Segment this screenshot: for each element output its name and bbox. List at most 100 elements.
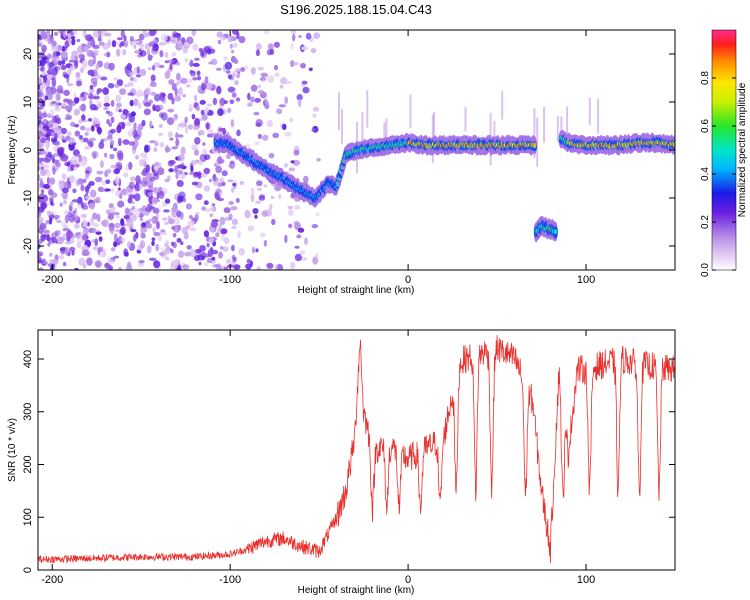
noise-speck (119, 88, 127, 95)
noise-speck (253, 111, 260, 116)
noise-speck (170, 39, 178, 44)
noise-speck (156, 192, 160, 200)
noise-speck (211, 203, 216, 207)
noise-speck (153, 232, 161, 237)
noise-speck (84, 132, 89, 136)
noise-speck (105, 110, 110, 114)
noise-speck (150, 74, 156, 82)
noise-speck (261, 210, 269, 217)
noise-speck (105, 179, 111, 184)
noise-speck (213, 180, 219, 187)
noise-speck (168, 168, 174, 173)
noise-speck (149, 30, 156, 37)
noise-speck (139, 159, 145, 167)
noise-speck (166, 246, 170, 255)
noise-speck (93, 198, 99, 204)
noise-speck (38, 90, 44, 98)
noise-speck (310, 48, 317, 54)
noise-speck (85, 170, 90, 174)
noise-speck (184, 57, 189, 63)
noise-speck (82, 220, 88, 228)
noise-speck (103, 107, 109, 111)
noise-speck (258, 195, 266, 201)
noise-speck (132, 129, 138, 139)
noise-speck (269, 203, 273, 211)
noise-speck (62, 31, 67, 39)
noise-speck (229, 43, 233, 49)
noise-speck (152, 207, 160, 214)
noise-speck (71, 38, 76, 46)
noise-speck (290, 30, 297, 34)
noise-speck (70, 165, 74, 172)
noise-speck (122, 108, 129, 116)
noise-speck (70, 121, 76, 127)
noise-speck (152, 187, 159, 194)
noise-speck (115, 94, 122, 103)
noise-speck (205, 82, 213, 91)
noise-speck (61, 173, 67, 181)
noise-speck (123, 215, 130, 220)
noise-speck (224, 61, 233, 70)
noise-speck (239, 181, 244, 185)
noise-speck (128, 181, 135, 189)
noise-speck (71, 143, 76, 150)
noise-speck (143, 153, 148, 162)
noise-speck (192, 171, 199, 178)
noise-speck (267, 75, 275, 83)
snr-marks (38, 334, 675, 564)
noise-speck (80, 159, 87, 167)
noise-speck (134, 50, 141, 54)
noise-speck (198, 161, 203, 166)
noise-speck (182, 45, 188, 54)
noise-speck (83, 91, 90, 98)
noise-speck (60, 192, 65, 198)
noise-speck (55, 92, 61, 102)
noise-speck (175, 132, 179, 140)
noise-speck (171, 146, 178, 150)
noise-speck (278, 193, 282, 200)
noise-speck (49, 252, 53, 257)
noise-speck (143, 102, 152, 107)
noise-speck (145, 164, 151, 173)
noise-speck (100, 76, 108, 81)
noise-speck (255, 49, 260, 57)
noise-speck (114, 83, 120, 89)
noise-speck (191, 30, 197, 37)
snr-frame (37, 329, 676, 571)
noise-speck (272, 132, 280, 139)
x-tick-label: 0 (405, 574, 411, 586)
noise-speck (233, 264, 241, 270)
noise-speck (258, 90, 265, 94)
noise-speck (167, 131, 173, 138)
noise-speck (200, 83, 207, 91)
noise-speck (171, 83, 177, 91)
noise-speck (305, 32, 312, 40)
noise-speck (54, 106, 61, 112)
noise-speck (62, 233, 67, 238)
noise-speck (49, 196, 54, 203)
noise-speck (146, 49, 151, 56)
noise-speck (219, 159, 225, 164)
noise-speck (125, 187, 133, 196)
noise-speck (302, 86, 310, 94)
noise-speck (149, 120, 153, 129)
noise-speck (122, 139, 130, 145)
noise-speck (152, 104, 156, 112)
spectral-streak (433, 111, 435, 148)
noise-speck (195, 193, 203, 201)
noise-speck (228, 201, 234, 205)
noise-speck (228, 164, 235, 168)
noise-speck (215, 67, 222, 71)
noise-speck (147, 54, 153, 60)
noise-speck (296, 94, 303, 101)
noise-speck (270, 195, 275, 200)
colorbar-tick-label: 0.8 (700, 71, 711, 85)
noise-speck (112, 211, 120, 216)
noise-speck (108, 122, 112, 127)
noise-speck (231, 244, 235, 252)
noise-speck (169, 266, 176, 270)
noise-speck (120, 30, 125, 38)
noise-speck (227, 74, 233, 80)
noise-speck (288, 167, 296, 172)
